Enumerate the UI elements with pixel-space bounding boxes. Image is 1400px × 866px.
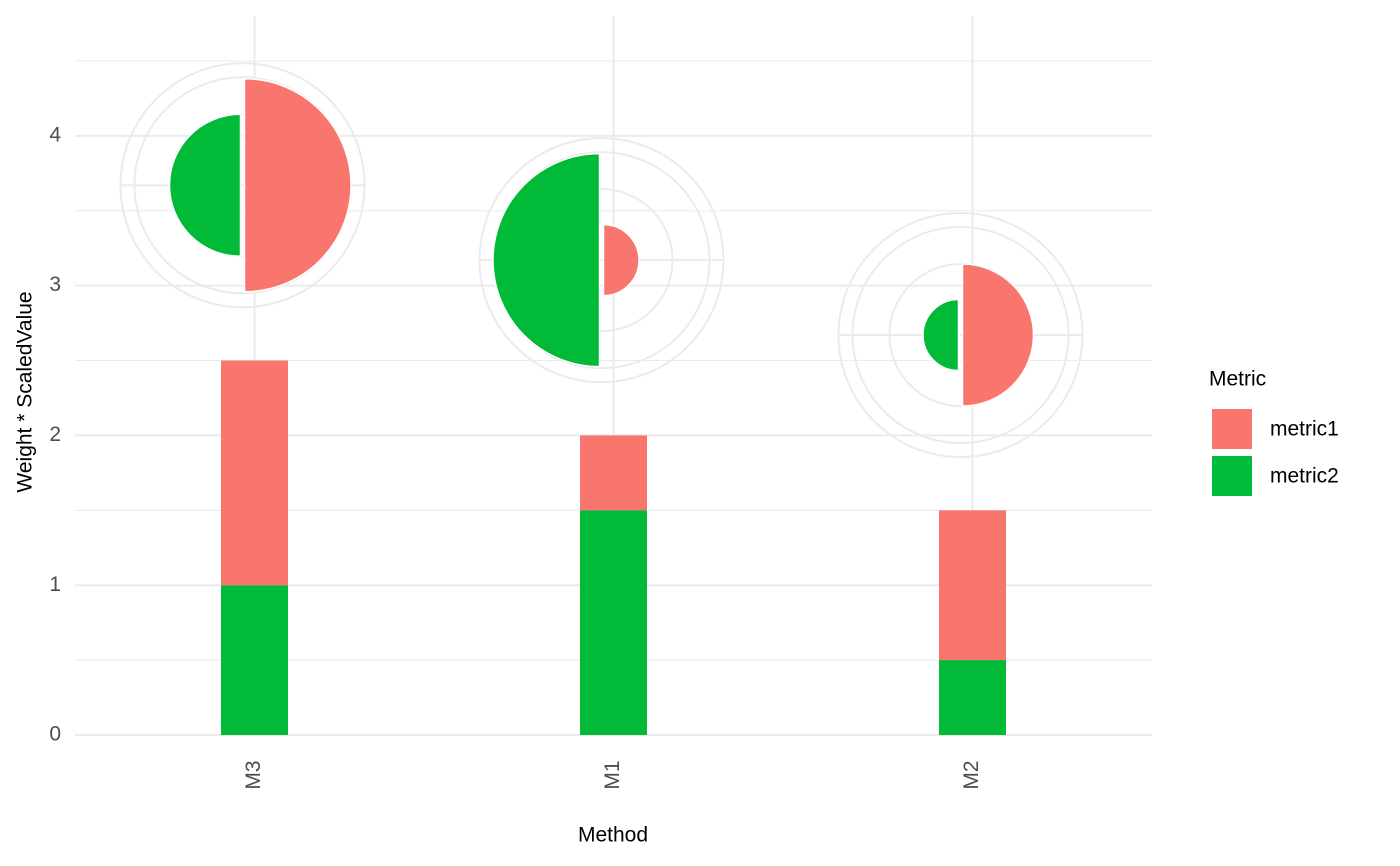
bar-segment <box>221 360 288 586</box>
legend-label: metric2 <box>1270 465 1339 488</box>
x-tick-label: M1 <box>601 760 624 789</box>
x-axis-title: Method <box>578 824 648 847</box>
legend-title: Metric <box>1209 368 1266 391</box>
x-tick-label: M3 <box>242 760 265 789</box>
y-axis-title: Weight * ScaledValue <box>14 291 37 492</box>
marks <box>119 62 1084 735</box>
legend-key <box>1212 409 1252 449</box>
glyph-half <box>961 263 1035 407</box>
bar-segment <box>221 585 288 735</box>
y-tick-label: 1 <box>49 573 61 596</box>
glyph-half <box>602 223 640 297</box>
legend-key <box>1212 456 1252 496</box>
y-tick-label: 0 <box>49 723 61 746</box>
y-tick-label: 3 <box>49 273 61 296</box>
y-tick-label: 4 <box>49 123 61 146</box>
bar-segment <box>939 660 1006 735</box>
y-tick-label: 2 <box>49 423 61 446</box>
glyph-half <box>243 78 352 293</box>
glyph-half <box>492 152 601 368</box>
x-tick-label: M2 <box>960 760 983 789</box>
bar-segment <box>939 510 1006 661</box>
glyph-half <box>168 113 242 258</box>
bar-segment <box>580 435 647 511</box>
legend-label: metric1 <box>1270 418 1339 441</box>
bar-segment <box>580 510 647 735</box>
glyph-half <box>922 298 960 372</box>
